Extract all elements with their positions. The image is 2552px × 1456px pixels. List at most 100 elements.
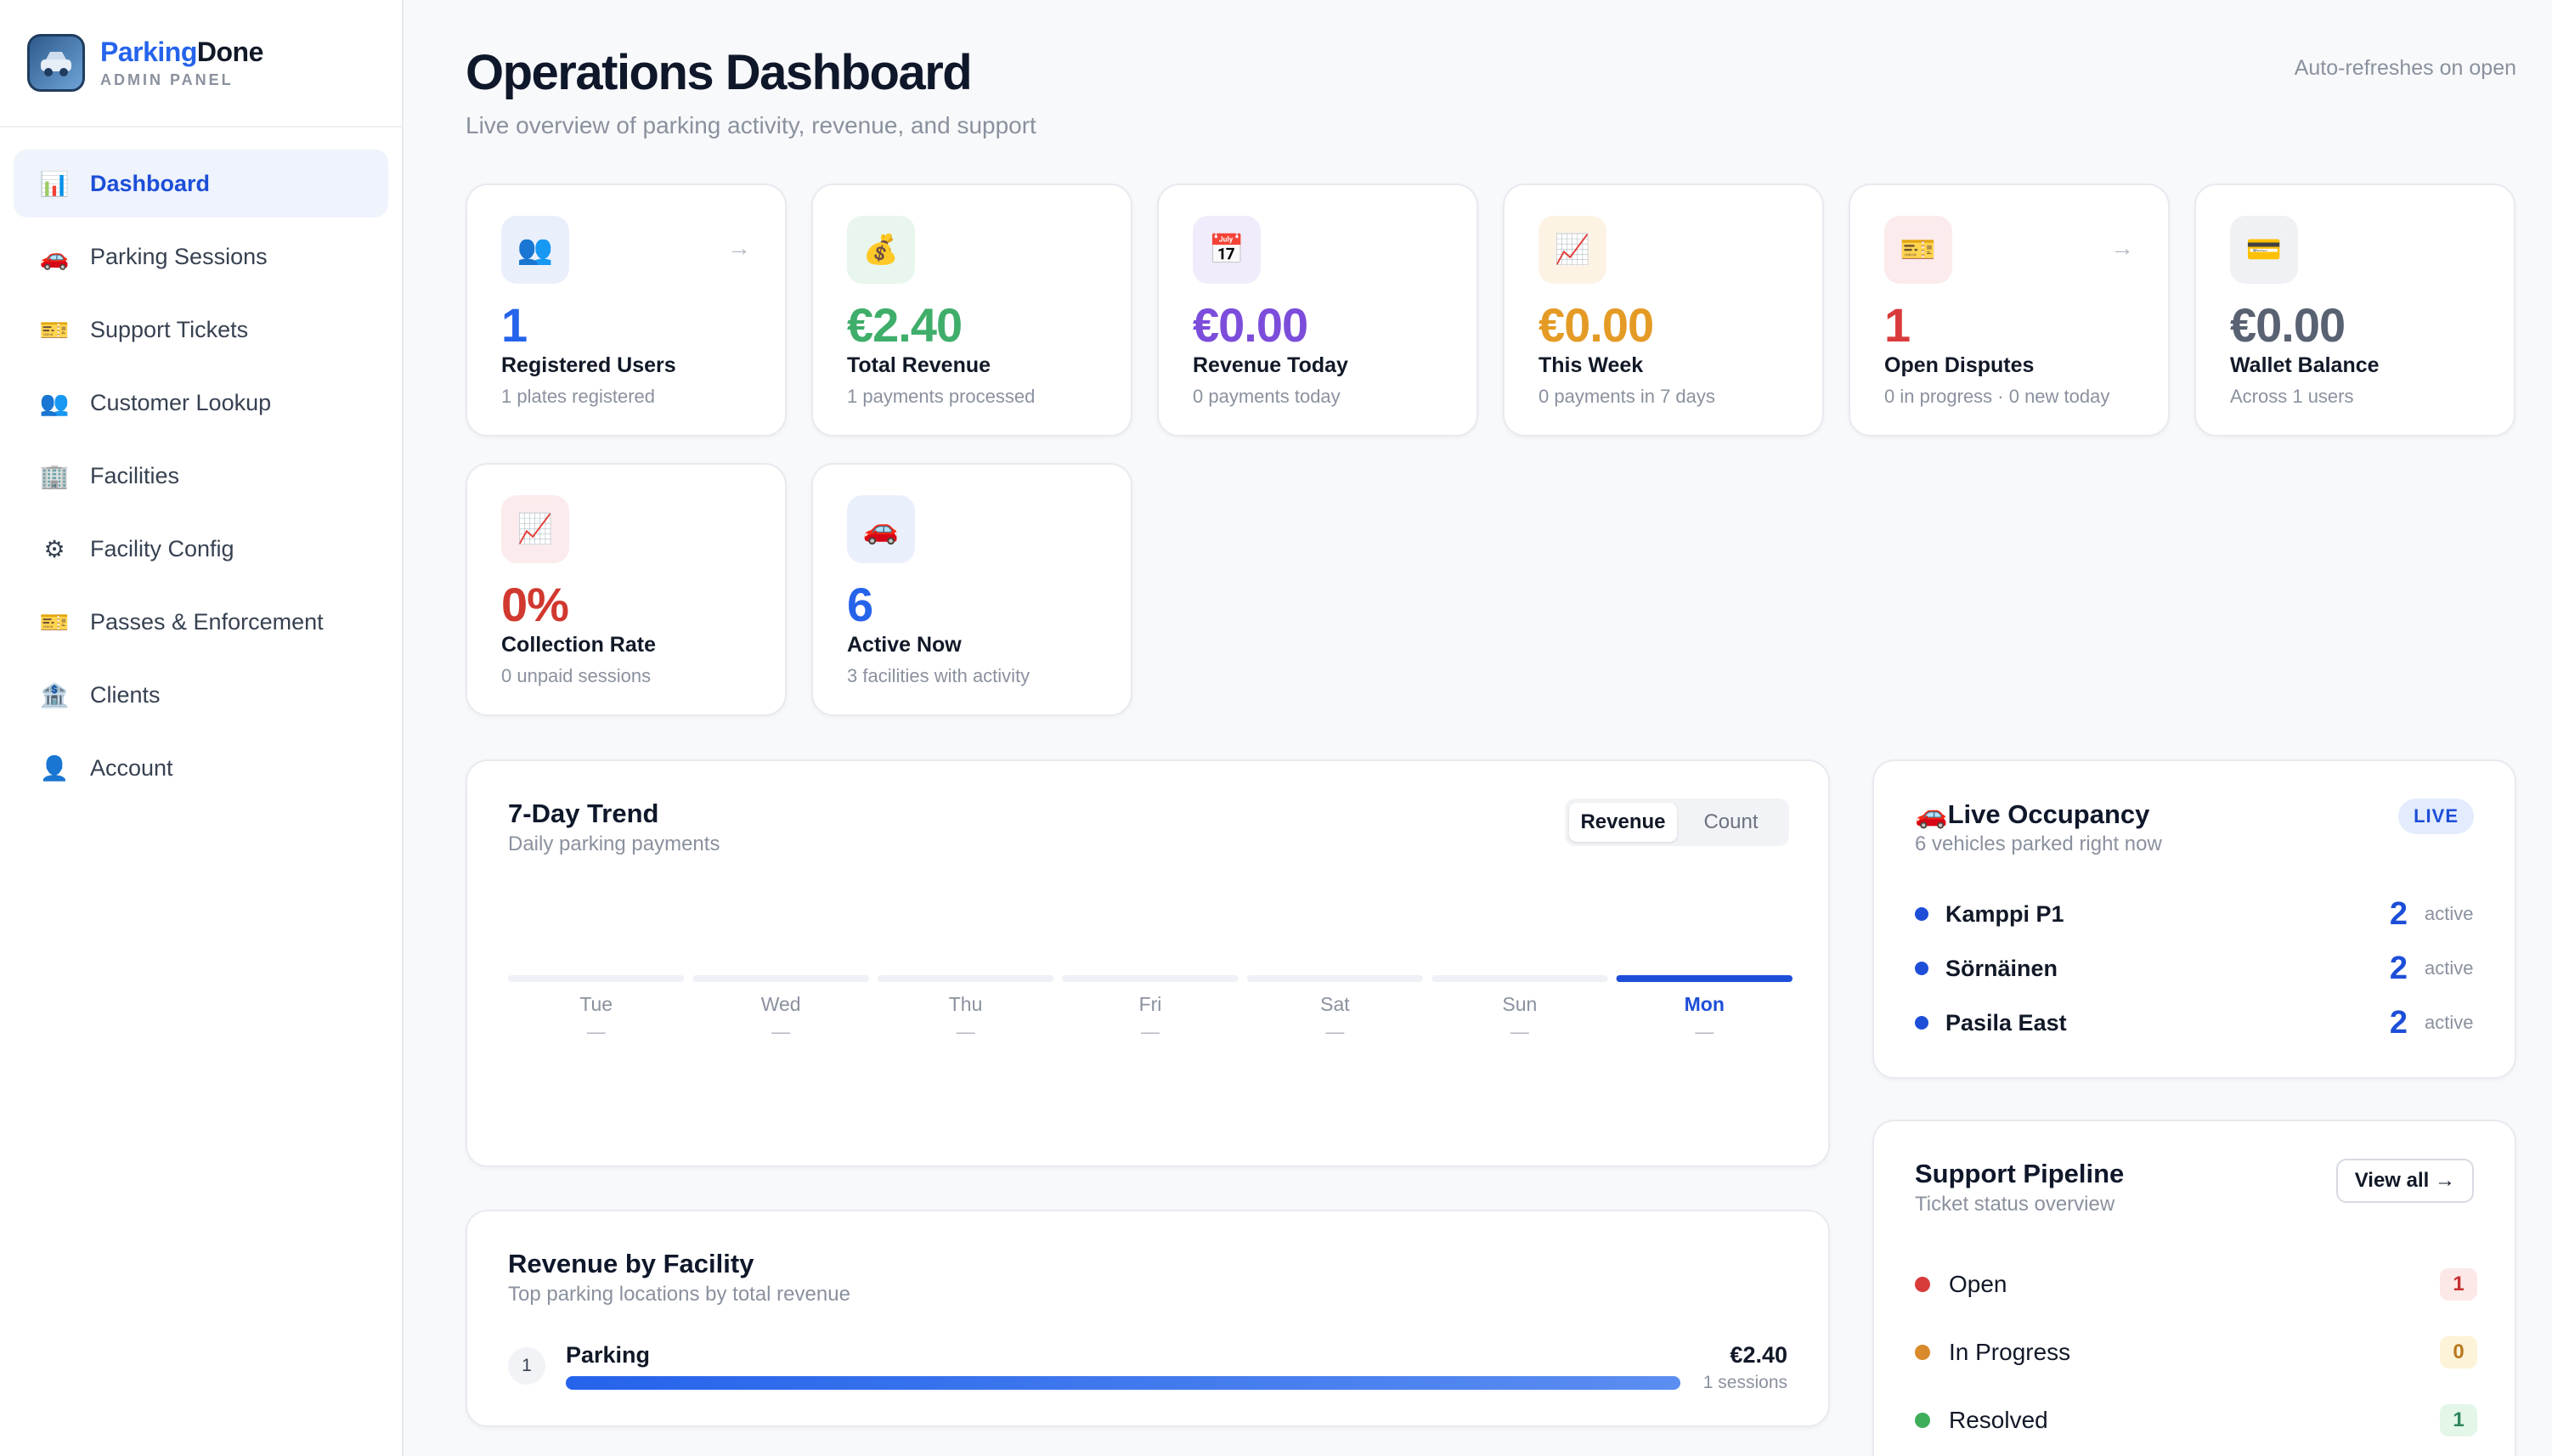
occupancy-count: 2: [2389, 950, 2408, 986]
stat-label: Registered Users: [501, 353, 676, 377]
sidebar-item-label: Facility Config: [90, 535, 234, 562]
stat-label: Wallet Balance: [2230, 353, 2380, 377]
stat-subtext: 1 plates registered: [501, 386, 655, 407]
sidebar-item-label: Passes & Enforcement: [90, 608, 324, 635]
car-icon: 🚗: [1915, 799, 1948, 829]
stat-value: €0.00: [1193, 298, 1308, 352]
stat-card-revenue-today: 📅 €0.00 Revenue Today 0 payments today: [1157, 183, 1478, 437]
brand-name-part-b: Done: [196, 37, 264, 67]
stat-card-registered-users[interactable]: 👥 → 1 Registered Users 1 plates registered: [466, 183, 787, 437]
status-dot: [1915, 1413, 1930, 1428]
stat-value: €0.00: [1539, 298, 1654, 352]
occupancy-facility-name: Pasila East: [1945, 1009, 2067, 1036]
trend-value-label: —: [1141, 1021, 1160, 1042]
trend-bar-thu[interactable]: [877, 975, 1054, 982]
pipeline-status-name: Resolved: [1949, 1407, 2048, 1433]
users-icon: 👥: [501, 216, 569, 284]
trend-title: 7-Day Trend: [508, 799, 659, 828]
sidebar-item-facility-config[interactable]: ⚙ Facility Config: [14, 515, 388, 583]
trend-bar-tue[interactable]: [508, 975, 685, 982]
ticket-icon: 🎫: [1884, 216, 1952, 284]
pipeline-row-resolved[interactable]: Resolved 1: [1915, 1403, 2477, 1437]
sidebar-item-passes-enforcement[interactable]: 🎫 Passes & Enforcement: [14, 588, 388, 656]
trend-bar-fri[interactable]: [1062, 975, 1239, 982]
trend-panel: 7-Day Trend Daily parking payments Reven…: [466, 759, 1830, 1167]
toggle-count[interactable]: Count: [1703, 810, 1759, 833]
stat-subtext: Across 1 users: [2230, 386, 2354, 407]
occupancy-status: active: [2425, 903, 2474, 924]
stat-subtext: 0 unpaid sessions: [501, 665, 652, 686]
facility-title: Revenue by Facility: [508, 1249, 754, 1278]
trend-tick-label: Mon: [1685, 993, 1725, 1015]
pipeline-status-name: Open: [1949, 1271, 2007, 1297]
sidebar-item-parking-sessions[interactable]: 🚗 Parking Sessions: [14, 223, 388, 291]
facility-sessions: 1 sessions: [1702, 1373, 1787, 1392]
view-all-button[interactable]: View all →: [2335, 1159, 2474, 1203]
trend-icon: 📈: [1539, 216, 1606, 284]
occupancy-dot: [1915, 1016, 1928, 1030]
occupancy-row[interactable]: Pasila East 2 active: [1915, 1004, 2477, 1041]
stat-subtext: 1 payments processed: [847, 386, 1036, 407]
car-icon: 🚗: [39, 243, 70, 270]
trend-tick-label: Wed: [761, 993, 801, 1015]
stat-card-total-revenue: 💰 €2.40 Total Revenue 1 payments processed: [811, 183, 1132, 437]
bank-icon: 🏦: [39, 681, 70, 708]
facility-subtitle: Top parking locations by total revenue: [508, 1283, 850, 1306]
sidebar: ParkingDone ADMIN PANEL 📊 Dashboard 🚗 Park…: [0, 0, 404, 1456]
pipeline-count-badge: 0: [2440, 1336, 2477, 1369]
trend-value-label: —: [587, 1021, 606, 1042]
sidebar-item-clients[interactable]: 🏦 Clients: [14, 661, 388, 729]
sidebar-item-label: Parking Sessions: [90, 243, 268, 269]
stat-subtext: 3 facilities with activity: [847, 665, 1030, 686]
facility-name[interactable]: Parking: [566, 1342, 651, 1368]
occupancy-title: 🚗Live Occupancy: [1915, 799, 2149, 830]
trend-bar-wed[interactable]: [692, 975, 869, 982]
car-icon: 🚗: [847, 495, 915, 563]
occupancy-facility-name: Sörnäinen: [1945, 955, 2058, 981]
live-badge: LIVE: [2398, 799, 2474, 834]
arrow-right-icon[interactable]: →: [727, 234, 751, 261]
user-icon: 👤: [39, 754, 70, 782]
sidebar-item-facilities[interactable]: 🏢 Facilities: [14, 442, 388, 510]
money-bag-icon: 💰: [847, 216, 915, 284]
trend-bar-chart: Tue — Wed — Thu — Fri — Sat — Sun — Mon —: [508, 975, 1793, 1042]
toggle-revenue[interactable]: Revenue: [1569, 803, 1677, 842]
sidebar-item-label: Customer Lookup: [90, 389, 272, 415]
pipeline-row-open[interactable]: Open 1: [1915, 1267, 2477, 1301]
users-icon: 👥: [39, 389, 70, 416]
trend-chart: Tue — Wed — Thu — Fri — Sat — Sun — Mon —: [508, 880, 1793, 1118]
sidebar-item-customer-lookup[interactable]: 👥 Customer Lookup: [14, 369, 388, 437]
arrow-right-icon[interactable]: →: [2110, 234, 2134, 261]
pipeline-row-in-progress[interactable]: In Progress 0: [1915, 1335, 2477, 1369]
sidebar-item-account[interactable]: 👤 Account: [14, 734, 388, 802]
trend-tick-label: Sun: [1502, 993, 1537, 1015]
status-dot: [1915, 1277, 1930, 1292]
stat-card-open-disputes[interactable]: 🎫 → 1 Open Disputes 0 in progress · 0 new to…: [1849, 183, 2170, 437]
stat-card-active-now: 🚗 6 Active Now 3 facilities with activity: [811, 463, 1132, 716]
brand[interactable]: ParkingDone ADMIN PANEL: [0, 0, 402, 127]
trend-tick-label: Thu: [949, 993, 983, 1015]
stat-label: Revenue Today: [1193, 353, 1348, 377]
page-subtitle: Live overview of parking activity, reven…: [466, 112, 1036, 138]
credit-card-icon: 💳: [2230, 216, 2298, 284]
trend-tick-label: Tue: [579, 993, 613, 1015]
occupancy-row[interactable]: Kamppi P1 2 active: [1915, 896, 2477, 932]
sidebar-item-label: Facilities: [90, 462, 180, 488]
pipeline-count-badge: 1: [2440, 1404, 2477, 1436]
trend-subtitle: Daily parking payments: [508, 832, 720, 855]
trend-bar-sun[interactable]: [1431, 975, 1608, 982]
facility-rank: 1: [508, 1347, 545, 1385]
trend-bar-mon[interactable]: [1616, 975, 1793, 982]
occupancy-status: active: [2425, 957, 2474, 979]
occupancy-count: 2: [2389, 1004, 2408, 1041]
pipeline-subtitle: Ticket status overview: [1915, 1193, 2115, 1216]
pipeline-count-badge: 1: [2440, 1268, 2477, 1301]
sidebar-item-support-tickets[interactable]: 🎫 Support Tickets: [14, 296, 388, 364]
stat-label: Active Now: [847, 633, 962, 657]
sidebar-item-dashboard[interactable]: 📊 Dashboard: [14, 150, 388, 217]
brand-name-part-a: Parking: [100, 37, 197, 67]
occupancy-row[interactable]: Sörnäinen 2 active: [1915, 950, 2477, 986]
trend-bar-sat[interactable]: [1246, 975, 1424, 982]
sidebar-nav: 📊 Dashboard 🚗 Parking Sessions 🎫 Support Ti…: [0, 127, 402, 802]
occupancy-subtitle: 6 vehicles parked right now: [1915, 832, 2162, 855]
